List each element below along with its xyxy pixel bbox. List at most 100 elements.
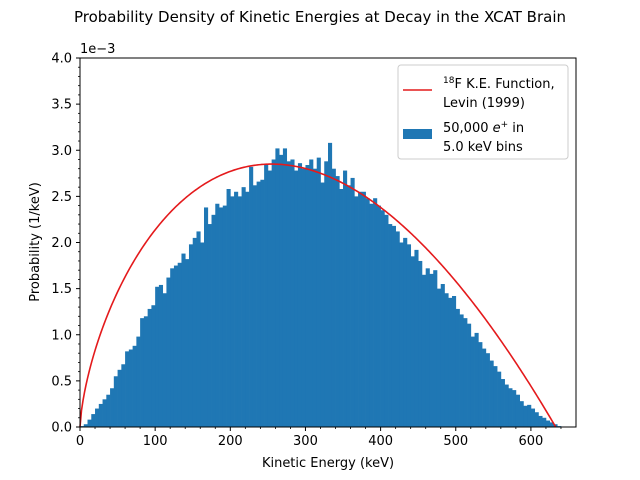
histogram-bar [177,262,182,427]
y-tick-label: 4.0 [51,52,72,67]
histogram-bar [320,182,325,427]
histogram-bar [395,231,400,427]
histogram-bar [478,342,483,427]
histogram-bar [497,371,502,427]
x-tick-label: 100 [143,434,168,449]
x-tick-label: 500 [443,434,468,449]
histogram-bar [155,286,160,427]
histogram-bar [275,148,280,427]
histogram-bar [91,414,96,427]
histogram-bar [380,210,385,427]
histogram-bar [113,376,118,427]
histogram-bar [117,369,122,427]
histogram-bar [282,148,288,427]
histogram-bar [286,161,291,427]
histogram-bar [204,207,209,427]
histogram-bar [279,154,284,428]
histogram-bar [534,412,539,427]
y-axis-label: Probability (1/keV) [28,182,43,302]
histogram-bar [328,142,333,427]
legend: 18F K.E. Function, Levin (1999) 50,000 e… [397,64,569,160]
histogram-bar [410,256,415,427]
histogram-bar [140,318,145,427]
y-tick-label: 0.0 [51,421,72,436]
histogram-bar [376,205,381,427]
histogram-bar [110,388,115,427]
y-tick-label: 2.5 [51,190,72,205]
histogram-bar [414,249,419,427]
histogram-bar [128,349,133,427]
histogram-bar [170,268,175,427]
histogram-bar [237,196,242,428]
legend-hist-label-symbol: e [493,121,501,136]
histogram-bar [162,293,167,427]
legend-curve-label-sup: 18 [443,76,455,86]
histogram-bar [489,360,494,427]
histogram-bar [530,408,536,427]
histogram-bar [373,198,378,427]
y-tick-label: 2.0 [51,236,72,251]
histogram-bar [365,198,370,427]
y-tick-label: 3.5 [51,98,72,113]
y-tick-label: 0.5 [51,374,72,389]
histogram-bar [260,179,265,427]
histogram-bar [343,170,348,428]
histogram-bar [545,420,551,427]
legend-hist-label-prefix: 50,000 [443,121,493,136]
histogram-bar [256,181,261,427]
histogram-bar [418,260,423,427]
histogram-bar [406,244,412,427]
histogram-bar [301,168,306,427]
histogram-bar [350,177,355,427]
histogram-bar [136,336,141,427]
histogram-bar [215,203,220,427]
x-tick-label: 300 [293,434,318,449]
legend-curve-label: 18F K.E. Function, [443,76,555,92]
histogram-bar [83,424,88,427]
histogram-bar [425,268,430,427]
histogram-bar [440,284,445,427]
histogram-bar [354,196,359,428]
chart-title: Probability Density of Kinetic Energies … [74,8,566,26]
histogram-bar [252,185,257,427]
histogram-bar [512,390,517,427]
histogram-bar [470,336,475,427]
histogram-bar [151,305,156,427]
histogram-bar [185,259,190,427]
histogram-bar [121,364,126,427]
histogram-bar [523,405,528,427]
histogram-bar [384,214,389,427]
histogram-bar [294,170,299,428]
legend-hist-label-sup: + [501,120,509,130]
histogram-bar [358,191,363,427]
histogram-bar [549,422,554,427]
histogram-bar [346,185,351,427]
histogram-bar [230,196,235,428]
legend-hist-label-suffix: in [508,121,524,136]
histogram-bar [226,189,231,427]
histogram-bar [219,207,224,427]
legend-curve-label-line2: Levin (1999) [443,96,525,111]
histogram-bar [132,345,137,427]
histogram-bar [455,308,460,427]
histogram-bar [297,163,303,428]
x-tick-label: 600 [518,434,543,449]
theory-curve [79,163,557,428]
histogram-bar [444,293,449,427]
histogram-bar [542,417,547,427]
histogram-bar [147,308,152,427]
histogram-bar [429,273,434,427]
x-tick-label: 400 [368,434,393,449]
histogram-bar [485,353,490,427]
y-axis-multiplier: 1e−3 [80,42,115,57]
histogram-bar [519,401,524,427]
histogram-bar [399,242,404,427]
histogram-bar [316,157,321,427]
histogram-bar [290,159,295,428]
histogram-bar [125,351,130,427]
histogram-bar [504,384,509,427]
histogram-bar [493,366,498,427]
histogram-bar [173,265,179,427]
histogram-bar [369,203,374,427]
histogram-bar [192,237,197,427]
